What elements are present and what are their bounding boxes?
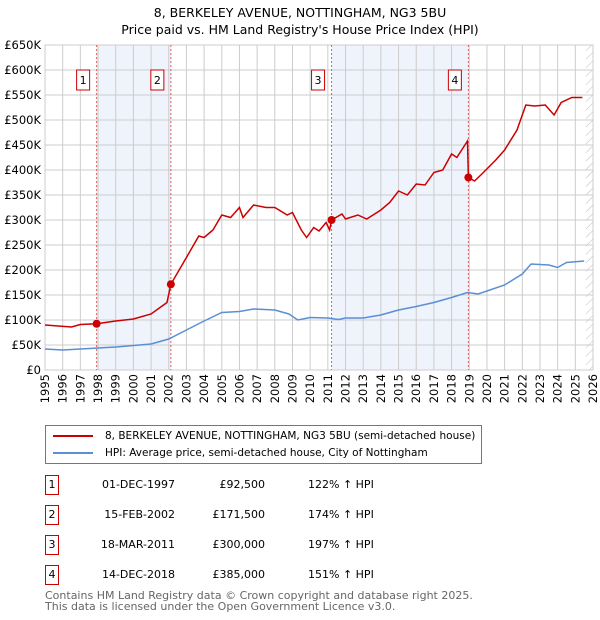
y-tick-label: £200K xyxy=(4,263,41,277)
x-tick-label: 2024 xyxy=(551,374,565,403)
x-tick-label: 2004 xyxy=(197,374,211,403)
hpi-change: 174% ↑ HPI xyxy=(308,508,374,521)
x-tick-label: 2015 xyxy=(392,374,406,403)
legend-label-property: 8, BERKELEY AVENUE, NOTTINGHAM, NG3 5BU … xyxy=(105,430,476,442)
x-tick-label: 2016 xyxy=(409,374,423,403)
x-tick-label: 2012 xyxy=(339,374,353,403)
x-tick-label: 2007 xyxy=(250,374,264,403)
sale-price: £171,500 xyxy=(212,508,266,521)
x-tick-label: 2009 xyxy=(285,374,299,403)
table-row: 2 15-FEB-2002 £171,500 174% ↑ HPI xyxy=(45,505,445,527)
x-tick-label: 2005 xyxy=(215,374,229,403)
y-tick-label: £350K xyxy=(4,188,41,202)
x-tick-label: 2020 xyxy=(480,374,494,403)
x-tick-label: 2013 xyxy=(356,374,370,403)
subtitle-line: Price paid vs. HM Land Registry's House … xyxy=(121,22,479,37)
table-row: 4 14-DEC-2018 £385,000 151% ↑ HPI xyxy=(45,565,445,587)
y-tick-label: £150K xyxy=(4,288,41,302)
y-tick-label: £50K xyxy=(12,338,42,352)
table-row: 1 01-DEC-1997 £92,500 122% ↑ HPI xyxy=(45,475,445,497)
legend: 8, BERKELEY AVENUE, NOTTINGHAM, NG3 5BU … xyxy=(45,425,482,464)
series-line xyxy=(44,260,585,351)
x-tick-label: 2014 xyxy=(374,374,388,403)
y-tick-label: £0 xyxy=(26,363,41,377)
y-tick-label: £600K xyxy=(4,63,41,77)
hpi-change: 197% ↑ HPI xyxy=(308,538,374,551)
x-tick-label: 2010 xyxy=(303,374,317,403)
x-tick-label: 2011 xyxy=(321,374,335,403)
y-tick-label: £300K xyxy=(4,213,41,227)
sale-price: £92,500 xyxy=(219,478,266,491)
sale-point xyxy=(92,319,101,328)
marker-badge: 4 xyxy=(45,565,59,585)
marker-badge: 2 xyxy=(45,505,59,525)
sale-label-box xyxy=(311,69,326,91)
sale-price: £385,000 xyxy=(212,568,266,581)
y-tick-label: £450K xyxy=(4,138,41,152)
marker-badge: 3 xyxy=(45,535,59,555)
x-tick-label: 2002 xyxy=(162,374,176,403)
legend-swatch-property xyxy=(53,435,93,437)
y-tick-label: £100K xyxy=(4,313,41,327)
sale-date: 01-DEC-1997 xyxy=(101,478,175,491)
x-tick-label: 2021 xyxy=(498,374,512,403)
x-tick-label: 2000 xyxy=(126,374,140,403)
hpi-change: 151% ↑ HPI xyxy=(308,568,374,581)
sale-price: £300,000 xyxy=(212,538,266,551)
shaded-period xyxy=(331,45,469,370)
footer-licence: This data is licensed under the Open Gov… xyxy=(45,600,396,613)
chart-title: 8, BERKELEY AVENUE, NOTTINGHAM, NG3 5BU P… xyxy=(0,4,600,38)
x-tick-label: 2025 xyxy=(568,374,582,403)
y-tick-label: £400K xyxy=(4,163,41,177)
sale-label: 4 xyxy=(451,74,458,87)
y-tick-label: £250K xyxy=(4,238,41,252)
y-tick-label: £500K xyxy=(4,113,41,127)
x-tick-label: 2001 xyxy=(144,374,158,403)
plot-frame xyxy=(44,44,594,371)
sale-label: 2 xyxy=(154,74,161,87)
legend-label-hpi: HPI: Average price, semi-detached house,… xyxy=(105,447,428,459)
x-tick-label: 2022 xyxy=(515,374,529,403)
sale-point xyxy=(166,280,175,289)
y-tick-label: £550K xyxy=(4,88,41,102)
x-tick-label: 2018 xyxy=(445,374,459,403)
legend-swatch-hpi xyxy=(53,452,93,454)
x-tick-label: 2026 xyxy=(586,374,600,403)
x-tick-label: 2019 xyxy=(462,374,476,403)
x-tick-label: 1999 xyxy=(109,374,123,403)
forecast-hatch xyxy=(585,45,593,370)
sale-date: 15-FEB-2002 xyxy=(104,508,175,521)
x-tick-label: 1996 xyxy=(56,374,70,403)
title-line: 8, BERKELEY AVENUE, NOTTINGHAM, NG3 5BU xyxy=(153,5,447,20)
sale-label-box xyxy=(76,69,91,91)
y-tick-label: £650K xyxy=(4,38,41,52)
x-tick-label: 1997 xyxy=(73,374,87,403)
hpi-change: 122% ↑ HPI xyxy=(308,478,374,491)
sale-date: 14-DEC-2018 xyxy=(101,568,175,581)
x-tick-label: 2017 xyxy=(427,374,441,403)
price-chart: £0 £50K £100K £150K £200K £250K £300K £350K £400… xyxy=(4,38,600,403)
sale-label: 3 xyxy=(315,74,322,87)
sale-point xyxy=(464,173,473,182)
x-tick-label: 1998 xyxy=(91,374,105,403)
x-tick-label: 1995 xyxy=(38,374,52,403)
sale-label-box xyxy=(447,69,462,91)
sale-date: 18-MAR-2011 xyxy=(100,538,175,551)
footer-copyright: Contains HM Land Registry data © Crown c… xyxy=(45,589,473,602)
table-row: 3 18-MAR-2011 £300,000 197% ↑ HPI xyxy=(45,535,445,557)
x-tick-label: 2006 xyxy=(232,374,246,403)
x-tick-label: 2003 xyxy=(179,374,193,403)
marker-badge: 1 xyxy=(45,475,59,495)
footer: Contains HM Land Registry data © Crown c… xyxy=(45,590,473,612)
sale-point xyxy=(327,216,336,224)
sale-label: 1 xyxy=(80,74,87,87)
x-tick-label: 2023 xyxy=(533,374,547,403)
sale-label-box xyxy=(150,69,165,91)
x-tick-label: 2008 xyxy=(268,374,282,403)
